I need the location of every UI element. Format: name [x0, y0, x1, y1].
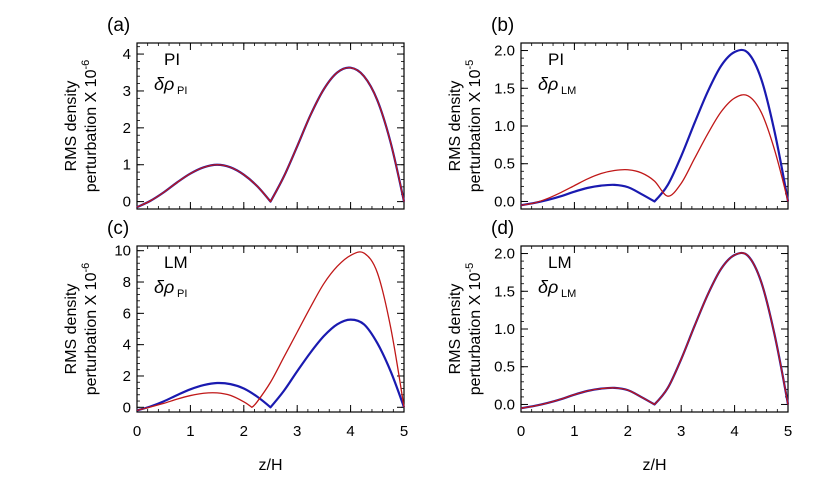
y-tick-label-b: 1.5: [494, 80, 515, 97]
corner-subscript-d: LM: [561, 288, 576, 300]
corner-label-d: LM: [548, 253, 572, 272]
panel-label-a: (a): [107, 15, 130, 36]
corner-symbol-b: δρ: [538, 74, 558, 94]
corner-label-a: PI: [164, 50, 180, 69]
y-axis-label-line2-d: perturbation X 10-5: [464, 263, 484, 396]
y-tick-label-c: 4: [123, 337, 131, 354]
y-axis-label-text-c: perturbation X 10: [83, 272, 100, 395]
series-line-red-b: [520, 94, 789, 206]
x-tick-label-d: 1: [570, 423, 578, 440]
corner-subscript-b: LM: [561, 85, 576, 97]
y-axis-label-exponent-b: -5: [464, 60, 476, 70]
y-tick-label-c: 8: [123, 274, 131, 291]
y-tick-label-a: 4: [123, 46, 131, 63]
x-tick-label-c: 4: [346, 423, 354, 440]
y-axis-label-line2-b: perturbation X 10-5: [464, 60, 484, 193]
y-tick-label-b: 2.0: [494, 43, 515, 60]
y-tick-label-a: 1: [123, 157, 131, 174]
y-tick-label-b: 0.0: [494, 193, 515, 210]
y-tick-label-c: 6: [123, 305, 131, 322]
corner-subscript-a: PI: [177, 85, 187, 97]
y-tick-label-c: 10: [114, 243, 131, 260]
x-tick-label-c: 2: [240, 423, 248, 440]
y-tick-label-a: 2: [123, 120, 131, 137]
corner-subscript-c: PI: [177, 288, 187, 300]
y-axis-label-line1-c: RMS density: [63, 284, 80, 375]
x-tick-label-d: 0: [517, 423, 525, 440]
y-tick-label-c: 0: [123, 399, 131, 416]
y-axis-label-line2-c: perturbation X 10-6: [80, 263, 100, 396]
y-axis-label-exponent-d: -5: [464, 263, 476, 273]
x-tick-label-c: 5: [400, 423, 408, 440]
series-line-red-a: [136, 66, 405, 208]
y-axis-label-exponent-a: -6: [80, 60, 92, 70]
y-tick-label-b: 0.5: [494, 156, 515, 173]
series-line-blue-b: [520, 48, 790, 207]
corner-label-c: LM: [164, 253, 188, 272]
series-line-red-d: [520, 252, 789, 409]
y-tick-label-d: 0.5: [494, 359, 515, 376]
panel-label-c: (c): [107, 218, 129, 239]
x-tick-label-d: 5: [784, 423, 792, 440]
y-axis-label-line2-a: perturbation X 10-6: [80, 60, 100, 193]
corner-symbol-c: δρ: [154, 277, 174, 297]
y-axis-label-line1-a: RMS density: [63, 81, 80, 172]
y-axis-label-line1-b: RMS density: [447, 81, 464, 172]
plot-frame-a: [136, 42, 405, 210]
series-line-blue-c: [136, 318, 406, 412]
x-tick-label-c: 0: [133, 423, 141, 440]
x-tick-label-d: 3: [677, 423, 685, 440]
panel-c: 0 1 2 3 4 5 0 2 4 6 8 10 (c) LM δρ PI RMS density perturb…: [63, 218, 408, 474]
corner-symbol-a: δρ: [154, 74, 174, 94]
plot-frame-c: [136, 245, 405, 413]
corner-label-b: PI: [548, 50, 564, 69]
series-line-red-c: [136, 251, 405, 412]
y-axis-label-line1-d: RMS density: [447, 284, 464, 375]
y-tick-label-d: 1.5: [494, 283, 515, 300]
y-tick-label-b: 1.0: [494, 118, 515, 135]
panel-label-d: (d): [491, 218, 514, 239]
panel-b: 0.0 0.5 1.0 1.5 2.0 (b) PI δρ LM RMS density pertu…: [447, 15, 790, 210]
series-line-blue-d: [520, 251, 790, 410]
y-tick-label-a: 0: [123, 194, 131, 211]
x-tick-label-c: 3: [293, 423, 301, 440]
y-tick-label-c: 2: [123, 368, 131, 385]
panel-label-b: (b): [491, 15, 514, 36]
corner-symbol-d: δρ: [538, 277, 558, 297]
y-tick-label-d: 2.0: [494, 246, 515, 263]
y-tick-label-d: 0.0: [494, 396, 515, 413]
x-tick-label-c: 1: [186, 423, 194, 440]
y-axis-label-text-a: perturbation X 10: [83, 69, 100, 192]
y-axis-label-text-b: perturbation X 10: [467, 69, 484, 192]
x-tick-label-d: 4: [730, 423, 738, 440]
y-tick-label-d: 1.0: [494, 321, 515, 338]
x-axis-label-c: z/H: [259, 457, 283, 474]
y-axis-label-text-d: perturbation X 10: [467, 272, 484, 395]
x-tick-label-d: 2: [624, 423, 632, 440]
y-axis-label-exponent-c: -6: [80, 263, 92, 273]
x-axis-label-d: z/H: [643, 457, 667, 474]
y-tick-label-a: 3: [123, 83, 131, 100]
